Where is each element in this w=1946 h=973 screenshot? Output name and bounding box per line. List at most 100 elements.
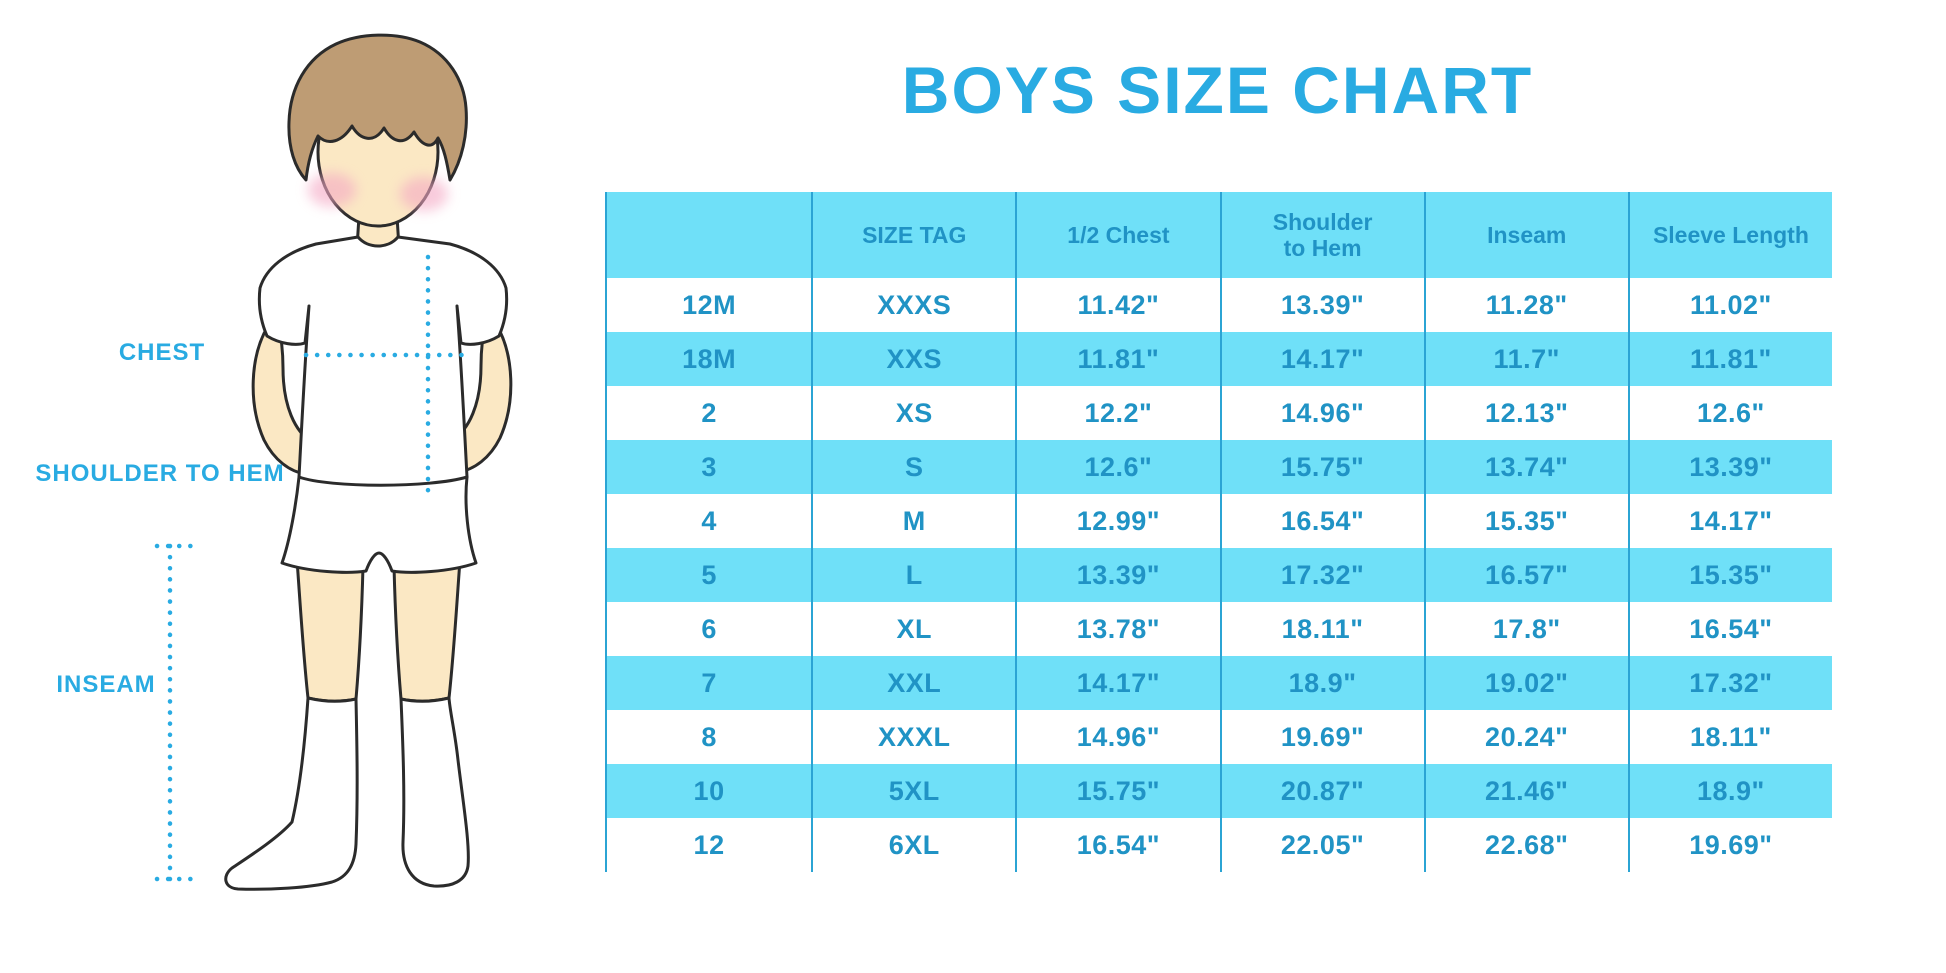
table-row: 3 S 12.6" 15.75" 13.74" 13.39" — [607, 440, 1832, 494]
table-cell: 12.99" — [1015, 494, 1219, 548]
table-cell: 11.02" — [1627, 278, 1832, 332]
table-cell: 16.54" — [1219, 494, 1424, 548]
shorts — [280, 475, 478, 574]
table-cell: XXXS — [811, 278, 1015, 332]
blush-left-cheek — [308, 173, 356, 207]
table-cell: XXL — [811, 656, 1015, 710]
table-cell: 10 — [693, 775, 725, 806]
table-cell: 22.05" — [1219, 818, 1424, 872]
column-header-half-chest: 1/2 Chest — [1015, 192, 1219, 278]
right-sock — [399, 696, 470, 888]
table-cell: 11.7" — [1423, 332, 1628, 386]
table-cell: 2 — [701, 397, 717, 428]
table-cell: 15.35" — [1423, 494, 1628, 548]
table-cell: 5 — [701, 559, 717, 590]
table-cell: 16.54" — [1015, 818, 1219, 872]
table-cell: 19.69" — [1627, 818, 1832, 872]
table-cell: 12M — [682, 289, 737, 320]
right-leg — [392, 558, 462, 703]
table-cell: 7 — [701, 667, 717, 698]
boy-illustration: CHEST SHOULDER TO HEM INSEAM — [35, 33, 513, 891]
table-cell: 11.81" — [1015, 332, 1219, 386]
table-cell: 17.32" — [1219, 548, 1424, 602]
blush-right-cheek — [400, 177, 448, 211]
table-cell: XS — [811, 386, 1015, 440]
table-cell: 17.8" — [1423, 602, 1628, 656]
inseam-label: INSEAM — [56, 671, 155, 698]
table-cell: 13.39" — [1219, 278, 1424, 332]
table-row: 4 M 12.99" 16.54" 15.35" 14.17" — [607, 494, 1832, 548]
table-cell: 12.13" — [1423, 386, 1628, 440]
table-cell: 17.32" — [1627, 656, 1832, 710]
table-row: 12M XXXS 11.42" 13.39" 11.28" 11.02" — [607, 278, 1832, 332]
table-row: 8 XXXL 14.96" 19.69" 20.24" 18.11" — [607, 710, 1832, 764]
table-cell: 5XL — [811, 764, 1015, 818]
chest-label: CHEST — [119, 339, 205, 366]
table-cell: 18.11" — [1219, 602, 1424, 656]
inseam-dotted-line — [154, 543, 194, 882]
table-cell: 12.6" — [1627, 386, 1832, 440]
table-cell: 13.78" — [1015, 602, 1219, 656]
table-cell: S — [811, 440, 1015, 494]
table-row: 5 L 13.39" 17.32" 16.57" 15.35" — [607, 548, 1832, 602]
table-row: 10 5XL 15.75" 20.87" 21.46" 18.9" — [607, 764, 1832, 818]
table-cell: 13.39" — [1015, 548, 1219, 602]
table-cell: 18.11" — [1627, 710, 1832, 764]
table-row: 18M XXS 11.81" 14.17" 11.7" 11.81" — [607, 332, 1832, 386]
table-cell: 11.42" — [1015, 278, 1219, 332]
table-cell: 6XL — [811, 818, 1015, 872]
table-cell: 18M — [682, 343, 737, 374]
table-cell: 18.9" — [1219, 656, 1424, 710]
column-header-size-tag: SIZE TAG — [811, 192, 1015, 278]
table-cell: 15.75" — [1219, 440, 1424, 494]
table-body: 12M XXXS 11.42" 13.39" 11.28" 11.02" 18M… — [607, 278, 1832, 872]
table-cell: 12.2" — [1015, 386, 1219, 440]
table-cell: L — [811, 548, 1015, 602]
table-cell: 15.75" — [1015, 764, 1219, 818]
table-cell: 14.96" — [1015, 710, 1219, 764]
table-cell: 6 — [701, 613, 717, 644]
table-cell: 8 — [701, 721, 717, 752]
size-table: SIZE TAG 1/2 Chest Shoulder to Hem Insea… — [605, 192, 1832, 872]
table-cell: 22.68" — [1423, 818, 1628, 872]
left-leg — [295, 558, 365, 703]
table-row: 12 6XL 16.54" 22.05" 22.68" 19.69" — [607, 818, 1832, 872]
table-cell: 20.87" — [1219, 764, 1424, 818]
table-cell: 19.02" — [1423, 656, 1628, 710]
table-cell: 16.54" — [1627, 602, 1832, 656]
column-header-sleeve-length: Sleeve Length — [1627, 192, 1832, 278]
table-cell: 4 — [701, 505, 717, 536]
table-cell: XXXL — [811, 710, 1015, 764]
table-cell: M — [811, 494, 1015, 548]
table-cell: 14.96" — [1219, 386, 1424, 440]
column-header-inseam: Inseam — [1423, 192, 1628, 278]
table-cell: XXS — [811, 332, 1015, 386]
hair — [287, 33, 468, 182]
table-row: 6 XL 13.78" 18.11" 17.8" 16.54" — [607, 602, 1832, 656]
table-cell: 18.9" — [1627, 764, 1832, 818]
column-header-shoulder-to-hem: Shoulder to Hem — [1219, 192, 1424, 278]
left-sock — [224, 696, 359, 891]
table-cell: 14.17" — [1219, 332, 1424, 386]
shoulder-to-hem-label: SHOULDER TO HEM — [35, 460, 284, 487]
table-cell: 12.6" — [1015, 440, 1219, 494]
table-cell: 13.39" — [1627, 440, 1832, 494]
table-header-row: SIZE TAG 1/2 Chest Shoulder to Hem Insea… — [607, 192, 1832, 278]
table-cell: XL — [811, 602, 1015, 656]
column-header-size — [607, 192, 811, 278]
table-cell: 20.24" — [1423, 710, 1628, 764]
table-cell: 3 — [701, 451, 717, 482]
table-cell: 12 — [693, 829, 725, 860]
table-cell: 15.35" — [1627, 548, 1832, 602]
table-cell: 11.28" — [1423, 278, 1628, 332]
table-row: 2 XS 12.2" 14.96" 12.13" 12.6" — [607, 386, 1832, 440]
page-title: BOYS SIZE CHART — [901, 53, 1534, 127]
table-cell: 19.69" — [1219, 710, 1424, 764]
table-cell: 13.74" — [1423, 440, 1628, 494]
table-cell: 21.46" — [1423, 764, 1628, 818]
table-cell: 16.57" — [1423, 548, 1628, 602]
table-row: 7 XXL 14.17" 18.9" 19.02" 17.32" — [607, 656, 1832, 710]
table-cell: 14.17" — [1627, 494, 1832, 548]
shirt — [257, 235, 509, 487]
